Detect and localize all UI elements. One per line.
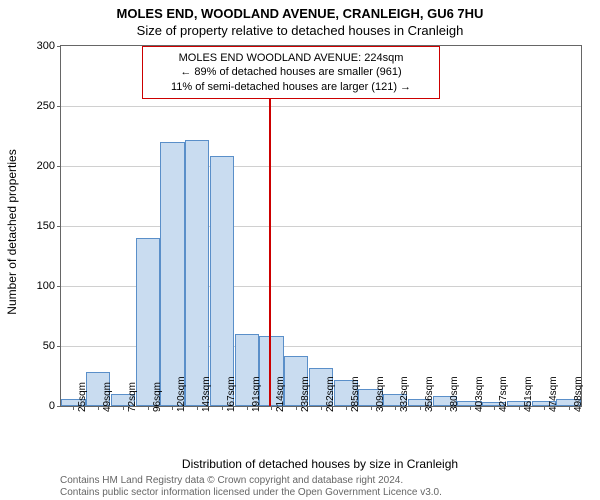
xtick-label: 403sqm xyxy=(474,376,485,412)
xtick-mark xyxy=(123,406,124,410)
xtick-mark xyxy=(371,406,372,410)
xtick-mark xyxy=(222,406,223,410)
histogram-bar xyxy=(185,140,209,406)
annotation-box: MOLES END WOODLAND AVENUE: 224sqm ← 89% … xyxy=(142,46,440,99)
histogram-bar xyxy=(210,156,234,406)
xtick-mark xyxy=(420,406,421,410)
gridline xyxy=(61,166,581,167)
x-axis-label: Distribution of detached houses by size … xyxy=(60,457,580,471)
xtick-label: 25sqm xyxy=(77,382,88,412)
xtick-label: 191sqm xyxy=(251,376,262,412)
ytick-mark xyxy=(57,346,61,347)
xtick-label: 285sqm xyxy=(350,376,361,412)
xtick-label: 143sqm xyxy=(201,376,212,412)
ytick-label: 0 xyxy=(49,400,55,412)
reference-line xyxy=(269,46,271,406)
xtick-label: 451sqm xyxy=(523,376,534,412)
chart-title-2: Size of property relative to detached ho… xyxy=(0,21,600,38)
xtick-mark xyxy=(172,406,173,410)
ytick-label: 100 xyxy=(37,280,55,292)
xtick-mark xyxy=(321,406,322,410)
xtick-label: 238sqm xyxy=(300,376,311,412)
histogram-bar xyxy=(160,142,184,406)
ytick-mark xyxy=(57,226,61,227)
xtick-label: 96sqm xyxy=(152,382,163,412)
y-axis-label: Number of detached properties xyxy=(5,132,19,332)
xtick-label: 262sqm xyxy=(325,376,336,412)
xtick-label: 72sqm xyxy=(127,382,138,412)
xtick-mark xyxy=(148,406,149,410)
xtick-mark xyxy=(73,406,74,410)
xtick-mark xyxy=(98,406,99,410)
xtick-mark xyxy=(346,406,347,410)
xtick-mark xyxy=(544,406,545,410)
annotation-line-3: 11% of semi-detached houses are larger (… xyxy=(151,80,431,94)
xtick-mark xyxy=(247,406,248,410)
ytick-label: 150 xyxy=(37,220,55,232)
ytick-mark xyxy=(57,46,61,47)
xtick-label: 309sqm xyxy=(375,376,386,412)
xtick-mark xyxy=(494,406,495,410)
xtick-mark xyxy=(296,406,297,410)
xtick-label: 120sqm xyxy=(176,376,187,412)
chart-title-1: MOLES END, WOODLAND AVENUE, CRANLEIGH, G… xyxy=(0,0,600,21)
footer-attribution: Contains HM Land Registry data © Crown c… xyxy=(60,475,442,499)
xtick-mark xyxy=(519,406,520,410)
xtick-label: 214sqm xyxy=(275,376,286,412)
xtick-label: 49sqm xyxy=(102,382,113,412)
xtick-label: 332sqm xyxy=(399,376,410,412)
gridline xyxy=(61,106,581,107)
annotation-line-1: MOLES END WOODLAND AVENUE: 224sqm xyxy=(151,51,431,65)
annotation-line-2: ← 89% of detached houses are smaller (96… xyxy=(151,65,431,79)
chart-container: MOLES END, WOODLAND AVENUE, CRANLEIGH, G… xyxy=(0,0,600,500)
ytick-mark xyxy=(57,406,61,407)
ytick-mark xyxy=(57,106,61,107)
xtick-label: 498sqm xyxy=(573,376,584,412)
xtick-mark xyxy=(569,406,570,410)
xtick-label: 474sqm xyxy=(548,376,559,412)
xtick-mark xyxy=(271,406,272,410)
xtick-mark xyxy=(445,406,446,410)
xtick-mark xyxy=(470,406,471,410)
xtick-label: 167sqm xyxy=(226,376,237,412)
histogram-bar xyxy=(136,238,160,406)
footer-line-1: Contains HM Land Registry data © Crown c… xyxy=(60,475,442,487)
ytick-label: 250 xyxy=(37,100,55,112)
ytick-label: 200 xyxy=(37,160,55,172)
ytick-mark xyxy=(57,166,61,167)
ytick-label: 300 xyxy=(37,40,55,52)
ytick-mark xyxy=(57,286,61,287)
xtick-label: 356sqm xyxy=(424,376,435,412)
xtick-label: 380sqm xyxy=(449,376,460,412)
ytick-label: 50 xyxy=(43,340,55,352)
footer-line-2: Contains public sector information licen… xyxy=(60,487,442,499)
xtick-mark xyxy=(395,406,396,410)
gridline xyxy=(61,226,581,227)
plot-area: 05010015020025030025sqm49sqm72sqm96sqm12… xyxy=(60,45,582,407)
xtick-mark xyxy=(197,406,198,410)
xtick-label: 427sqm xyxy=(498,376,509,412)
